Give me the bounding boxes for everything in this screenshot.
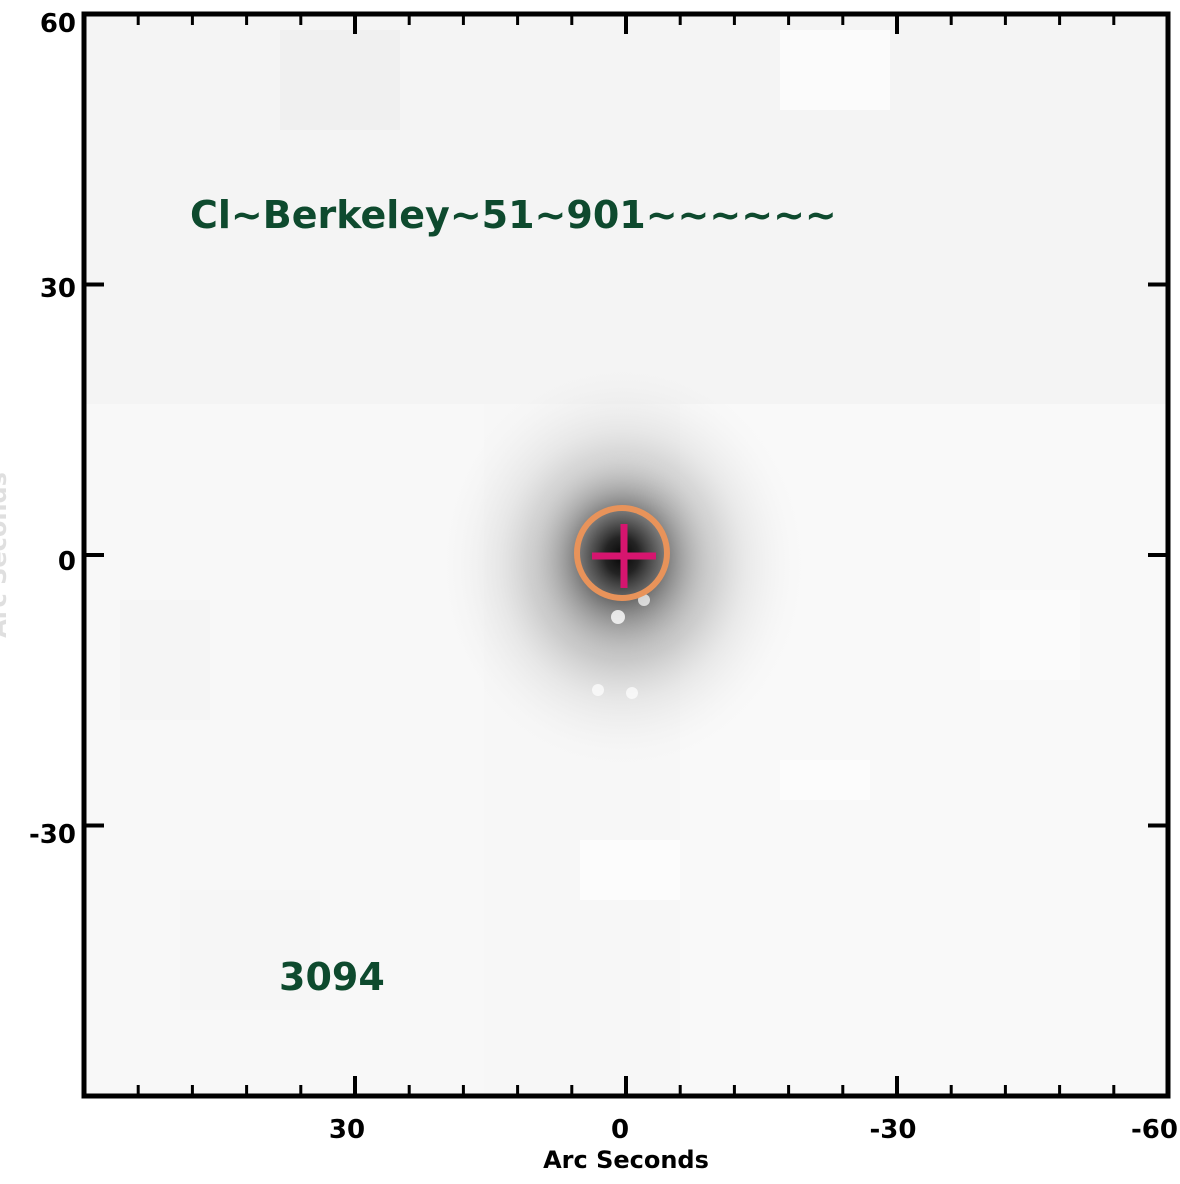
x-tick-label: 0 <box>611 1115 629 1145</box>
x-tick-label: -60 <box>1131 1115 1178 1145</box>
y-tick-label: -30 <box>29 820 76 850</box>
aperture-circle <box>574 505 670 601</box>
y-tick-label: 30 <box>40 274 76 304</box>
x-axis-title: Arc Seconds <box>543 1146 709 1174</box>
axis-ticks <box>84 12 1168 1098</box>
source-id-label: 3094 <box>279 955 385 999</box>
y-axis-title: Arc Seconds <box>0 472 12 638</box>
sky-image-texture <box>84 14 1168 1096</box>
x-tick-label: -30 <box>870 1115 917 1145</box>
y-tick-label: 60 <box>40 9 76 39</box>
object-name-label: Cl~Berkeley~51~901~~~~~~ <box>190 193 837 237</box>
y-tick-label: 0 <box>58 547 76 577</box>
x-tick-label: 30 <box>329 1115 365 1145</box>
